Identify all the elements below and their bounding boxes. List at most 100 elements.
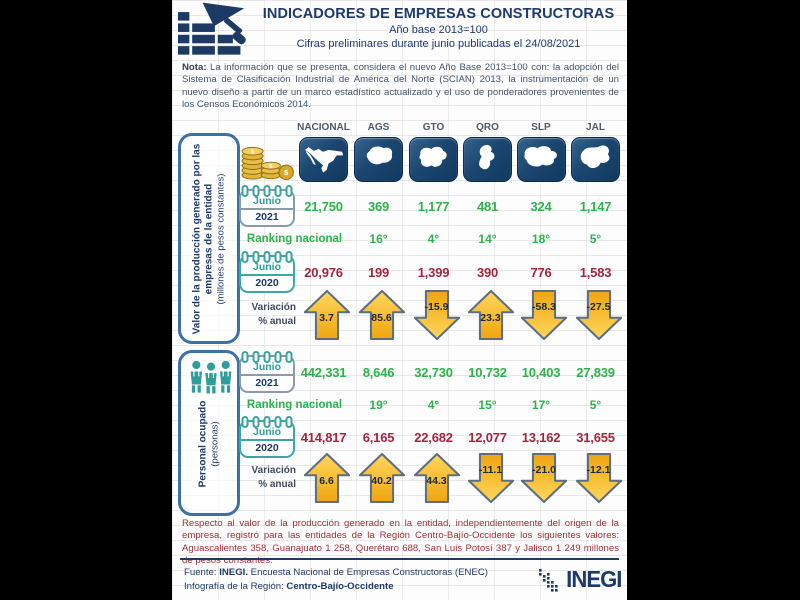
column-header-gto: GTO [422,121,445,133]
footer-source-line: Fuente: INEGI. Encuesta Nacional de Empr… [184,567,488,578]
svg-text:$: $ [269,164,273,170]
value-cell: 442,331 [300,364,347,380]
production-variation-row: Variación % anual 3.7 85.6 -15.9 23.3 -5… [238,287,626,342]
section-production-title: Valor de la producción generado por las … [191,143,215,334]
value-cell: 20,976 [304,264,343,280]
ranking-label: Ranking nacional [246,233,343,245]
ranking-cell: 17° [531,398,551,412]
value-cell: 390 [476,264,499,280]
section-personnel-units: (personas) [209,421,221,467]
ranking-cell: 14° [478,232,497,246]
calendar-year: 2020 [241,439,293,456]
value-cell: 8,646 [362,364,395,380]
value-cell: 1,147 [579,198,612,214]
svg-text:$: $ [251,149,255,155]
variation-label: Variación % anual [251,465,296,490]
column-header-nacional: NACIONAL [297,121,350,133]
value-cell: 1,583 [579,264,612,280]
ranking-cell: 19° [369,398,388,412]
calendar-year: 2021 [241,208,293,225]
value-cell: 27,839 [576,364,615,380]
calendar-month: Junio [253,261,281,273]
state-map-icon-ags [354,136,403,182]
column-header-row: NACIONAL AGS GTO QRO SLP JAL [238,120,623,134]
value-cell: 1,399 [417,264,450,280]
variation-arrow-icon: 6.6 [299,450,354,505]
section-production-units: (millones de pesos constantes) [215,173,227,304]
value-cell: 12,077 [468,429,507,445]
ranking-cell: 15° [478,398,497,412]
inegi-logo: INEGI [538,566,623,593]
calendar-icon-2020: Junio 2020 [239,416,295,458]
bricks-trowel-icon [178,2,246,55]
footer-region-line: Infografía de la Región: Centro-Bajío-Oc… [184,581,394,593]
workers-icon [190,360,232,394]
value-cell: 481 [476,198,499,214]
ranking-cell: 4° [427,232,440,246]
personnel-2020-row: Junio 2020 414,817 6,165 22,682 12,077 1… [238,416,623,458]
page-title: INDICADORES DE EMPRESAS CONSTRUCTORAS [262,6,615,22]
personnel-ranking-row: Ranking nacional 19° 4° 15° 17° 5° [238,397,623,413]
calendar-icon-2021: Junio 2021 [239,185,295,227]
value-cell: 32,730 [414,364,453,380]
section-personnel-label-box: Personal ocupado (personas) [178,350,240,516]
regional-summary-note: Respecto al valor de la producción gener… [182,518,619,567]
column-header-slp: SLP [531,121,551,133]
value-cell: 324 [530,198,552,214]
calendar-month: Junio [253,361,281,373]
variation-arrow-icon: 85.6 [354,287,409,342]
value-cell: 13,162 [521,429,561,445]
production-ranking-row: Ranking nacional 16° 4° 14° 18° 5° [238,231,623,247]
infographic-page: INDICADORES DE EMPRESAS CONSTRUCTORAS Añ… [172,0,627,600]
state-map-icon-qro [463,136,512,182]
note-text: La información que se presenta, consider… [182,62,619,111]
variation-arrow-icon: 40.2 [354,450,409,505]
note-label: Nota: [182,62,207,73]
variation-label: Variación % anual [251,302,296,327]
value-cell: 6,165 [362,429,395,445]
ranking-cell: 16° [369,232,388,246]
calendar-icon-2021: Junio 2021 [239,351,295,393]
header: INDICADORES DE EMPRESAS CONSTRUCTORAS Añ… [252,6,625,50]
section-production-label-box: Valor de la producción generado por las … [178,133,240,344]
value-cell: 1,177 [417,198,450,214]
state-map-icon-gto [409,136,458,182]
variation-arrow-icon: -11.1 [464,450,517,505]
value-cell: 369 [367,198,390,214]
column-header-jal: JAL [586,121,605,133]
ranking-cell: 18° [531,232,551,246]
variation-arrow-icon: -21.0 [517,450,571,505]
variation-arrow-icon: 3.7 [299,287,354,342]
value-cell: 10,403 [521,364,561,380]
inegi-logo-mark-icon [539,568,558,592]
calendar-icon-2020: Junio 2020 [239,251,295,293]
state-map-icon-slp [516,136,566,182]
calendar-month: Junio [253,195,281,207]
value-cell: 22,682 [414,429,453,445]
calendar-year: 2020 [241,274,293,291]
calendar-month: Junio [253,426,281,438]
ranking-cell: 5° [589,398,602,412]
note-paragraph: Nota: La información que se presenta, co… [182,62,619,112]
page-subtitle-base-year: Año base 2013=100 [389,24,488,36]
ranking-cell: 5° [589,232,602,246]
variation-arrow-icon: -27.5 [571,287,626,342]
value-cell: 776 [530,264,552,280]
variation-arrow-icon: -12.1 [571,450,626,505]
column-header-qro: QRO [476,121,499,133]
variation-arrow-icon: 23.3 [464,287,517,342]
footer-divider [180,558,619,560]
variation-arrow-icon: -58.3 [517,287,571,342]
state-map-icon-nacional [299,136,348,182]
production-2020-row: Junio 2020 20,976 199 1,399 390 776 1,58… [238,251,623,293]
personnel-2021-row: Junio 2021 442,331 8,646 32,730 10,732 1… [238,351,623,393]
section-personnel-title: Personal ocupado [197,400,209,488]
value-cell: 31,655 [576,429,615,445]
production-2021-row: Junio 2021 21,750 369 1,177 481 324 1,14… [238,185,623,227]
ranking-label: Ranking nacional [246,399,343,411]
value-cell: 414,817 [300,429,347,445]
column-header-ags: AGS [367,121,390,133]
value-cell: 21,750 [304,198,343,214]
variation-arrow-icon: 44.3 [409,450,464,505]
